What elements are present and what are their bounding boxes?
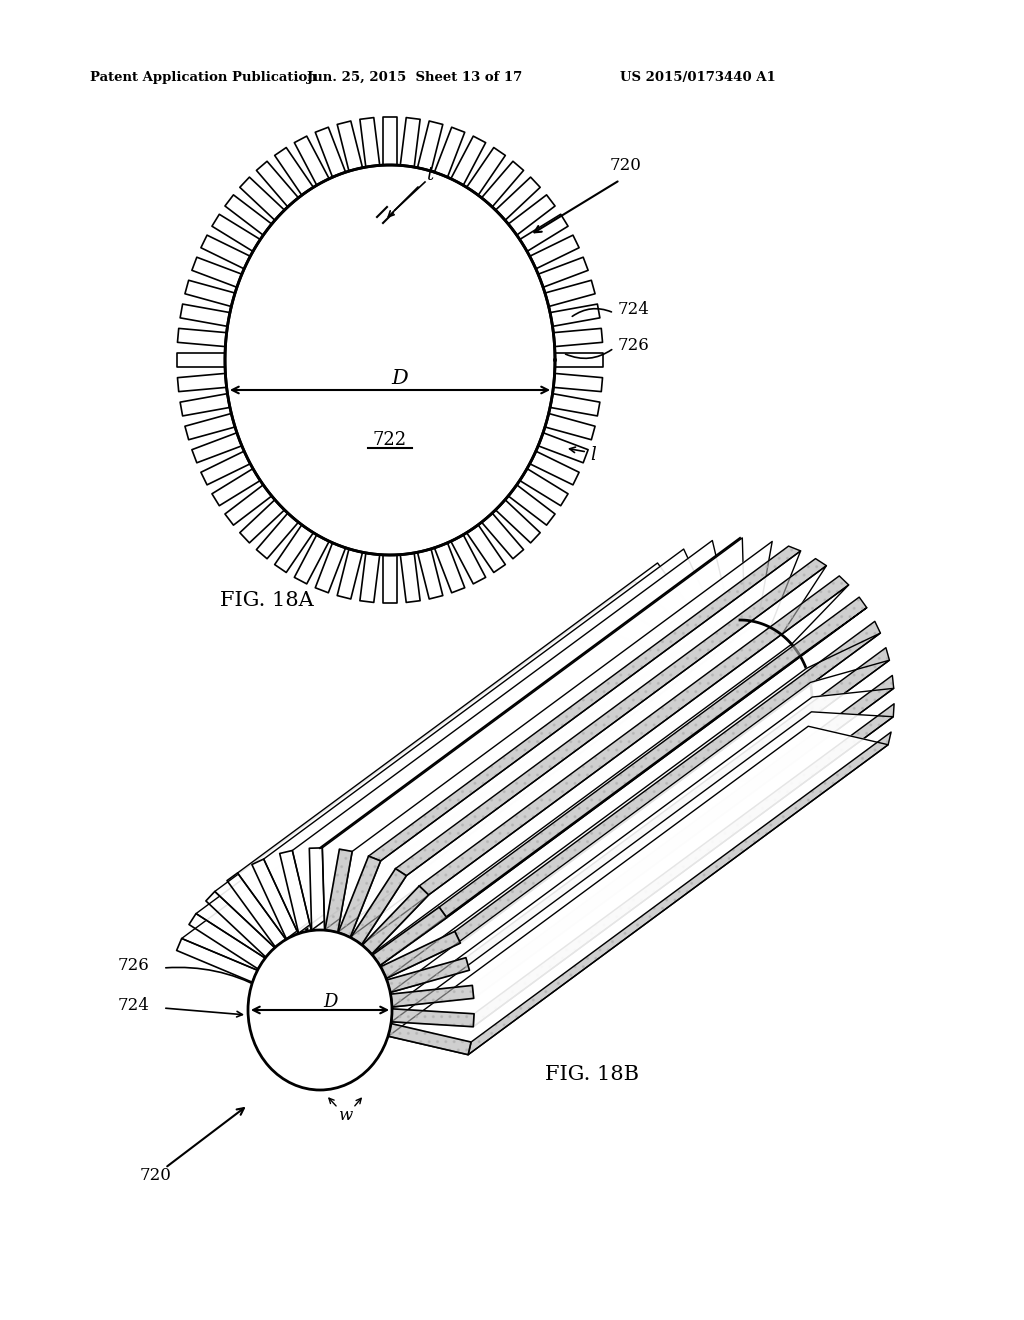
Text: 724: 724 [618,301,650,318]
Polygon shape [472,676,894,998]
Polygon shape [387,958,469,993]
Text: Patent Application Publication: Patent Application Publication [90,71,316,84]
Polygon shape [338,857,381,937]
Polygon shape [351,869,407,945]
Polygon shape [215,581,694,948]
Polygon shape [386,634,881,978]
Polygon shape [419,576,849,895]
Polygon shape [439,597,866,917]
Ellipse shape [225,165,555,554]
Polygon shape [292,540,731,931]
Polygon shape [196,603,685,958]
Polygon shape [325,849,352,932]
Polygon shape [372,585,849,954]
Text: 726: 726 [618,337,650,354]
Text: 724: 724 [118,997,150,1014]
Text: 720: 720 [610,157,642,173]
Polygon shape [369,546,801,861]
Text: FIG. 18A: FIG. 18A [220,590,313,610]
Polygon shape [390,660,890,993]
Polygon shape [323,537,744,929]
Text: l: l [590,446,596,465]
Polygon shape [395,558,826,875]
Text: US 2015/0173440 A1: US 2015/0173440 A1 [620,71,776,84]
Polygon shape [466,648,890,970]
Text: D: D [323,993,337,1011]
Polygon shape [181,628,677,970]
Polygon shape [391,711,893,1027]
Polygon shape [455,622,881,942]
Text: 722: 722 [275,887,307,903]
Text: FIG. 18B: FIG. 18B [545,1065,639,1085]
Ellipse shape [248,931,392,1090]
Polygon shape [381,932,461,978]
Text: 726: 726 [118,957,150,974]
Polygon shape [380,607,866,965]
Polygon shape [391,1008,474,1027]
Polygon shape [362,886,429,954]
Text: D: D [391,368,409,388]
Polygon shape [350,550,801,937]
Text: w: w [338,1106,352,1123]
Polygon shape [468,733,891,1055]
Polygon shape [388,1023,471,1055]
Polygon shape [388,726,888,1055]
Text: t: t [426,166,433,183]
Polygon shape [338,541,772,932]
Text: 722: 722 [373,432,408,449]
Polygon shape [264,549,718,933]
Text: 720: 720 [140,1167,172,1184]
Polygon shape [391,986,474,1007]
Polygon shape [473,704,894,1027]
Polygon shape [361,566,826,945]
Polygon shape [392,688,894,1007]
Polygon shape [238,562,706,940]
Polygon shape [373,907,446,965]
Text: Jun. 25, 2015  Sheet 13 of 17: Jun. 25, 2015 Sheet 13 of 17 [307,71,522,84]
